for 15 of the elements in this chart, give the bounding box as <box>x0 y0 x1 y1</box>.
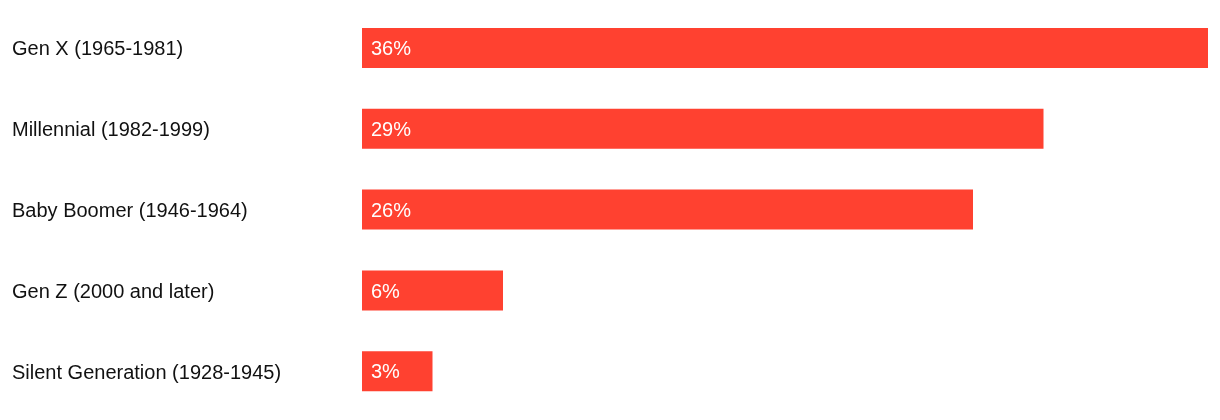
y-tick-label: Gen Z (2000 and later) <box>12 279 215 302</box>
y-tick-label: Millennial (1982-1999) <box>12 118 210 141</box>
data-label: 26% <box>371 198 412 221</box>
data-label: 36% <box>371 37 412 60</box>
bar <box>362 270 503 311</box>
data-label: 29% <box>371 117 412 140</box>
y-tick-label: Gen X (1965-1981) <box>12 37 184 60</box>
y-tick-label: Silent Generation (1928-1945) <box>12 360 282 383</box>
y-tick-label: Baby Boomer (1946-1964) <box>12 199 248 221</box>
bar <box>362 108 1044 149</box>
bar <box>362 189 973 230</box>
bar <box>362 351 433 392</box>
bar <box>362 28 1208 68</box>
data-label: 3% <box>371 360 401 383</box>
data-label: 6% <box>371 279 401 302</box>
